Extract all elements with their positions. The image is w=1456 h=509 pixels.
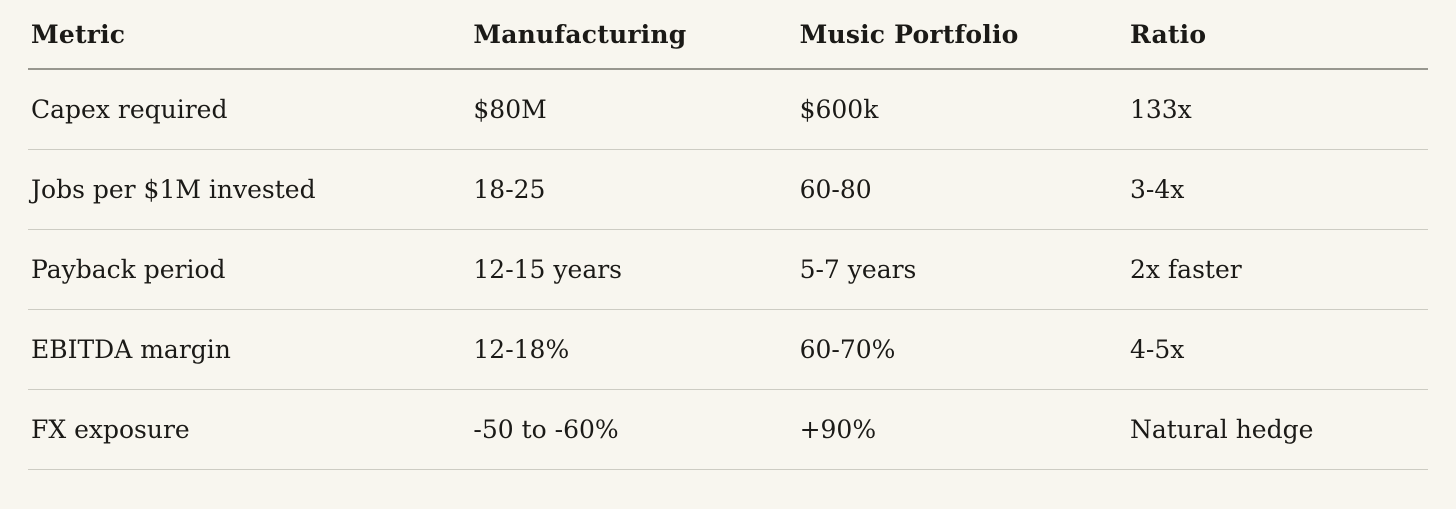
cell-music-portfolio: 60-80 [796,149,1127,230]
table-row-payback: Payback period 12-15 years 5-7 years 2x … [28,229,1428,310]
cell-music-portfolio: 60-70% [796,309,1127,390]
cell-metric: Jobs per $1M invested [28,149,471,230]
table-row-jobs: Jobs per $1M invested 18-25 60-80 3-4x [28,149,1428,230]
table-row-fx: FX exposure -50 to -60% +90% Natural hed… [28,389,1428,470]
table-row-capex: Capex required $80M $600k 133x [28,69,1428,150]
cell-ratio: Natural hedge [1126,389,1428,470]
header-row: Metric Manufacturing Music Portfolio Rat… [28,0,1428,70]
cell-ratio: 3-4x [1126,149,1428,230]
cell-metric: Payback period [28,229,471,310]
cell-music-portfolio: $600k [796,69,1127,150]
cell-manufacturing: 18-25 [470,149,797,230]
comparison-table-container: Metric Manufacturing Music Portfolio Rat… [28,0,1428,470]
table-header: Metric Manufacturing Music Portfolio Rat… [28,0,1428,70]
cell-music-portfolio: +90% [796,389,1127,470]
column-header-manufacturing: Manufacturing [470,0,797,70]
table-body: Capex required $80M $600k 133x Jobs per … [28,69,1428,470]
cell-manufacturing: 12-15 years [470,229,797,310]
cell-metric: Capex required [28,69,471,150]
column-header-metric: Metric [28,0,471,70]
column-header-music-portfolio: Music Portfolio [796,0,1127,70]
column-header-ratio: Ratio [1126,0,1428,70]
cell-metric: EBITDA margin [28,309,471,390]
cell-manufacturing: $80M [470,69,797,150]
cell-ratio: 4-5x [1126,309,1428,390]
cell-metric: FX exposure [28,389,471,470]
cell-manufacturing: -50 to -60% [470,389,797,470]
cell-manufacturing: 12-18% [470,309,797,390]
comparison-table: Metric Manufacturing Music Portfolio Rat… [28,0,1428,470]
table-row-ebitda: EBITDA margin 12-18% 60-70% 4-5x [28,309,1428,390]
cell-ratio: 133x [1126,69,1428,150]
cell-music-portfolio: 5-7 years [796,229,1127,310]
cell-ratio: 2x faster [1126,229,1428,310]
